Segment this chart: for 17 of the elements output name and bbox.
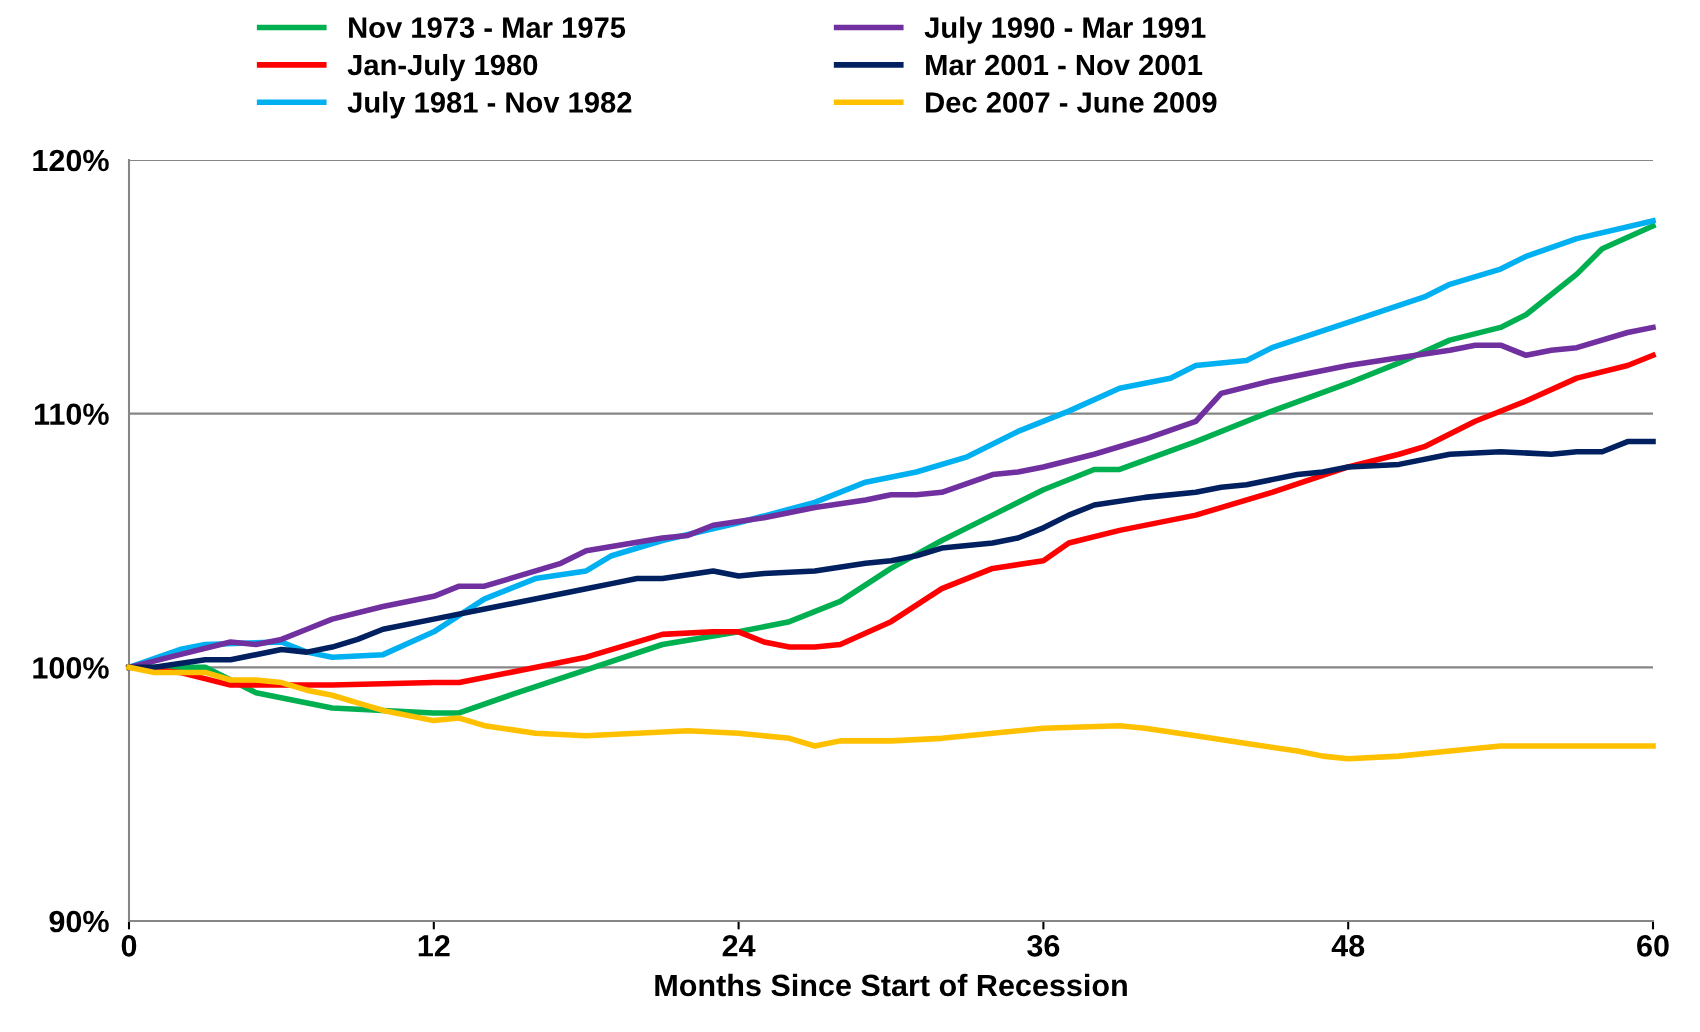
x-tick-label: 12: [418, 935, 450, 957]
x-tick-label: 60: [1637, 935, 1669, 957]
legend-label: Nov 1973 - Mar 1975: [349, 17, 626, 39]
x-tick-label: 48: [1331, 935, 1365, 957]
legend-label: Mar 2001 - Nov 2001: [926, 54, 1203, 76]
x-tick-label: 36: [1027, 935, 1060, 957]
y-tick-label: 90%: [49, 910, 109, 933]
legend-label: Dec 2007 - June 2009: [926, 92, 1217, 113]
y-tick-label: 120%: [33, 149, 109, 172]
x-tick-label: 24: [722, 935, 756, 957]
y-tick-label: 100%: [33, 657, 109, 679]
x-axis-title: Months Since Start of Recession: [655, 973, 1127, 997]
legend-label: July 1981 - Nov 1982: [347, 91, 632, 119]
legend-label: Jan-July 1980: [347, 53, 538, 82]
legend-label: July 1990 - Mar 1991: [924, 16, 1206, 44]
y-tick-label: 110%: [35, 403, 109, 426]
x-tick-label: 0: [121, 935, 137, 957]
